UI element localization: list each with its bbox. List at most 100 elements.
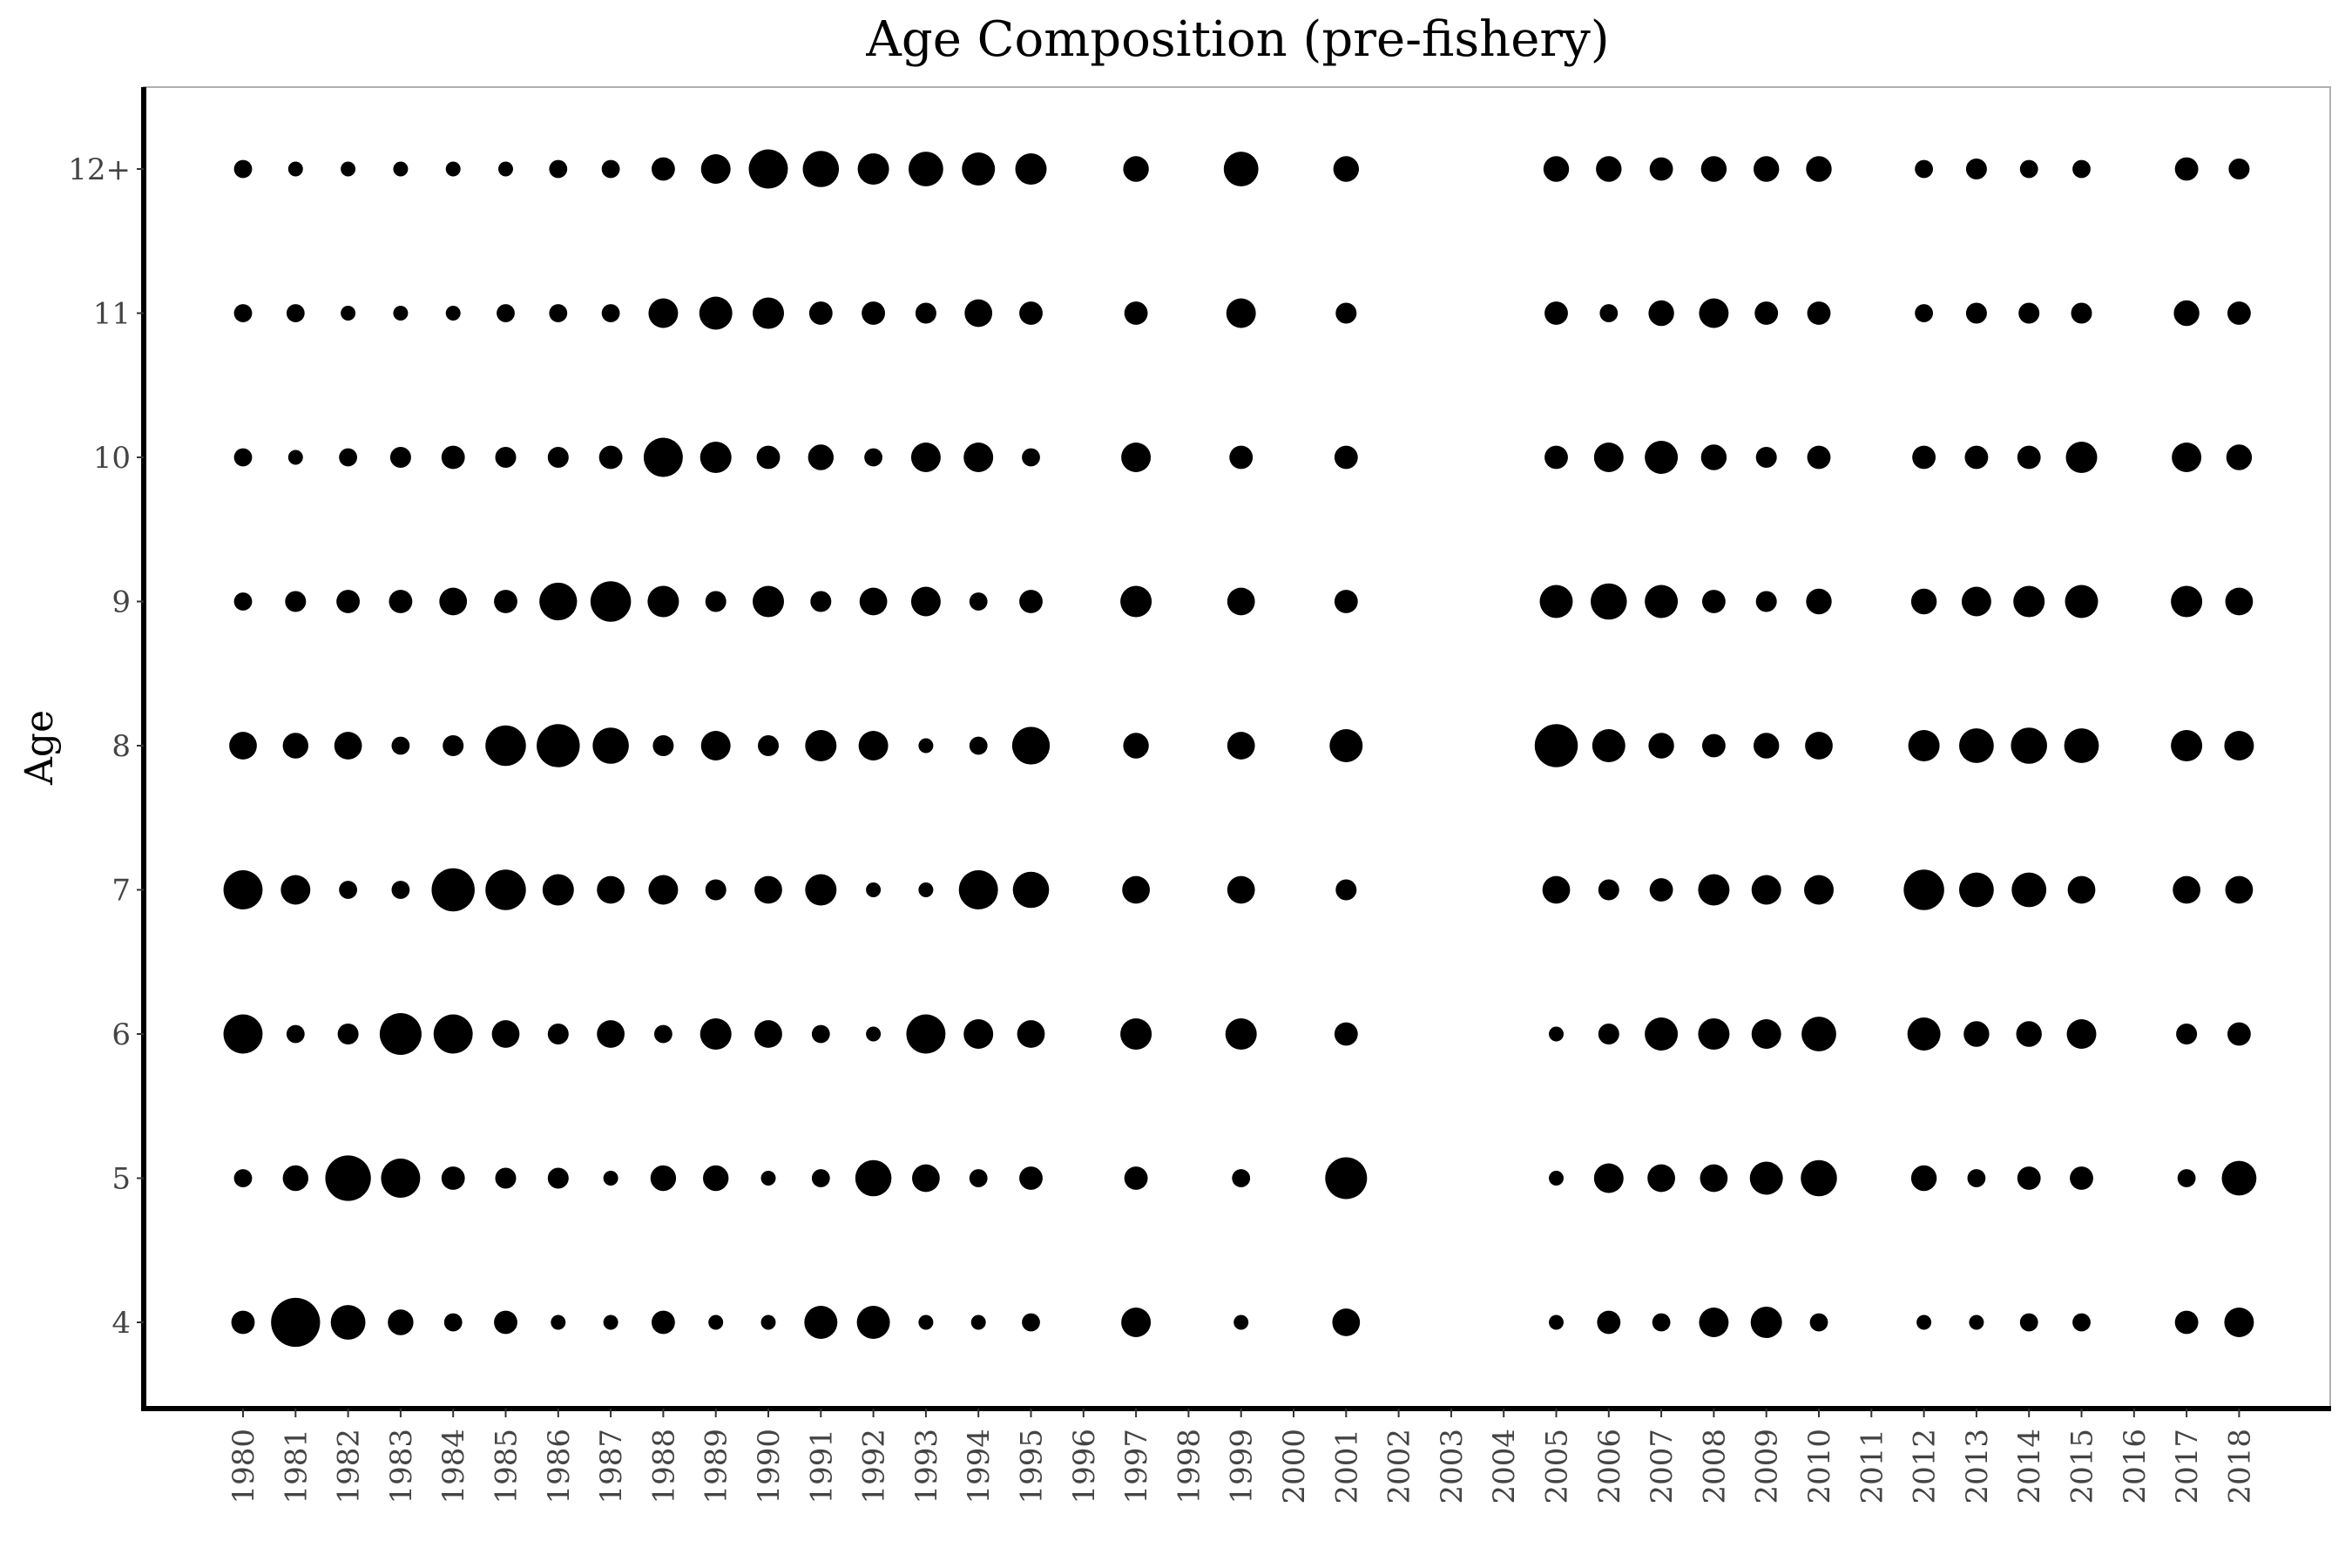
bubble-1985-age-7 [485, 869, 526, 910]
bubble-2008-age-11 [1699, 298, 1729, 328]
bubble-1986-age-10 [547, 447, 569, 468]
bubble-1987-age-8 [592, 727, 629, 764]
bubble-1981-age-5 [282, 1165, 308, 1192]
bubble-2012-age-5 [1910, 1165, 1937, 1192]
bubble-1991-age-6 [811, 1024, 830, 1044]
bubble-2001-age-8 [1329, 729, 1363, 762]
bubble-2009-age-5 [1749, 1161, 1783, 1195]
bubble-1988-age-9 [647, 585, 679, 618]
x-tick-label: 2002 [1382, 1429, 1417, 1504]
bubble-2018-age-6 [2227, 1022, 2251, 1046]
bubble-2018-age-9 [2225, 587, 2254, 616]
bubble-1997-age-6 [1120, 1018, 1152, 1050]
x-tick-label: 1991 [804, 1429, 839, 1504]
bubble-2010-age-9 [1806, 588, 1832, 615]
bubble-2012-age-6 [1907, 1017, 1941, 1051]
bubble-1999-age-4 [1233, 1315, 1249, 1330]
x-tick-label: 2016 [2118, 1429, 2153, 1504]
bubble-2009-age-9 [1755, 591, 1777, 612]
bubble-2017-age-6 [2176, 1024, 2198, 1044]
bubble-2015-age-5 [2070, 1166, 2093, 1190]
bubble-1985-age-12plus [498, 161, 513, 177]
bubble-2014-age-7 [2011, 872, 2047, 908]
bubble-2012-age-8 [1908, 730, 1940, 761]
y-tick-label: 9 [112, 585, 131, 620]
bubble-2001-age-5 [1325, 1157, 1368, 1200]
bubble-1988-age-4 [651, 1310, 675, 1335]
x-tick-label: 2018 [2222, 1429, 2257, 1504]
bubble-1999-age-9 [1227, 587, 1255, 616]
bubble-1991-age-5 [811, 1169, 830, 1187]
bubble-1982-age-11 [341, 306, 356, 321]
bubble-1986-age-9 [539, 582, 578, 621]
bubble-1992-age-12plus [857, 153, 889, 185]
bubble-2014-age-8 [2011, 727, 2047, 764]
bubble-1994-age-6 [963, 1019, 994, 1049]
y-tick-label: 12+ [68, 152, 131, 187]
y-tick-label: 6 [112, 1017, 131, 1052]
bubble-2009-age-10 [1755, 447, 1777, 468]
bubble-2008-age-7 [1698, 874, 1730, 906]
bubble-1980-age-8 [229, 732, 257, 760]
bubble-1980-age-9 [233, 592, 253, 611]
bubble-2012-age-12plus [1915, 159, 1933, 179]
bubble-1992-age-9 [859, 587, 888, 616]
x-tick-label: 2015 [2065, 1429, 2100, 1504]
x-tick-label: 1986 [542, 1429, 577, 1504]
bubble-1987-age-10 [598, 445, 623, 470]
bubble-2012-age-9 [1910, 588, 1937, 615]
x-tick-label: 1996 [1067, 1429, 1102, 1504]
bubble-2014-age-4 [2019, 1313, 2038, 1332]
bubble-2007-age-7 [1649, 878, 1673, 902]
y-tick-label: 7 [112, 874, 131, 909]
bubble-2013-age-9 [1961, 586, 1991, 617]
bubble-2017-age-9 [2171, 585, 2203, 618]
bubble-2006-age-10 [1593, 443, 1624, 472]
bubble-1993-age-10 [910, 443, 941, 472]
bubble-2007-age-4 [1652, 1313, 1671, 1332]
bubble-2018-age-8 [2224, 731, 2254, 760]
bubble-1980-age-5 [233, 1169, 253, 1187]
bubble-1985-age-6 [491, 1020, 520, 1048]
bubble-1982-age-10 [339, 448, 357, 467]
bubble-2005-age-9 [1539, 585, 1573, 618]
bubble-1991-age-12plus [802, 151, 840, 187]
bubble-2010-age-8 [1805, 732, 1833, 760]
bubble-1981-age-8 [282, 733, 308, 759]
bubble-2013-age-5 [1967, 1169, 1986, 1187]
bubble-2017-age-4 [2174, 1310, 2199, 1335]
bubble-1995-age-9 [1019, 590, 1043, 613]
bubble-1980-age-4 [231, 1310, 255, 1335]
bubble-1988-age-5 [650, 1165, 677, 1192]
bubble-1989-age-12plus [700, 154, 731, 184]
bubble-1983-age-6 [379, 1013, 422, 1055]
bubble-2018-age-10 [2226, 444, 2253, 470]
y-axis-title: Age [17, 710, 62, 786]
bubble-1997-age-11 [1124, 301, 1148, 325]
bubble-2008-age-5 [1700, 1164, 1728, 1193]
bubble-1995-age-8 [1011, 727, 1051, 765]
x-tick-label: 2000 [1277, 1429, 1312, 1504]
bubble-1982-age-7 [339, 881, 357, 899]
bubble-1990-age-11 [753, 297, 784, 329]
bubble-1997-age-7 [1122, 875, 1150, 904]
bubble-1986-age-8 [537, 724, 580, 767]
bubble-1981-age-4 [271, 1297, 321, 1348]
bubble-1985-age-8 [485, 725, 526, 767]
bubble-1987-age-9 [590, 581, 632, 622]
bubble-1986-age-6 [547, 1024, 569, 1044]
bubble-1997-age-4 [1121, 1308, 1152, 1337]
bubble-2006-age-12plus [1596, 156, 1622, 182]
bubble-1995-age-11 [1019, 301, 1043, 325]
bubble-1989-age-6 [700, 1018, 732, 1050]
bubble-2007-age-8 [1648, 733, 1674, 759]
bubble-2017-age-12plus [2174, 157, 2199, 181]
bubble-1999-age-11 [1226, 298, 1256, 328]
bubble-1992-age-10 [864, 448, 882, 467]
bubble-1990-age-7 [754, 875, 782, 904]
bubble-1989-age-5 [703, 1165, 729, 1192]
bubble-1980-age-12plus [233, 159, 253, 179]
bubble-1992-age-11 [862, 301, 886, 325]
bubble-2017-age-5 [2177, 1169, 2196, 1187]
bubble-1984-age-10 [441, 445, 465, 470]
